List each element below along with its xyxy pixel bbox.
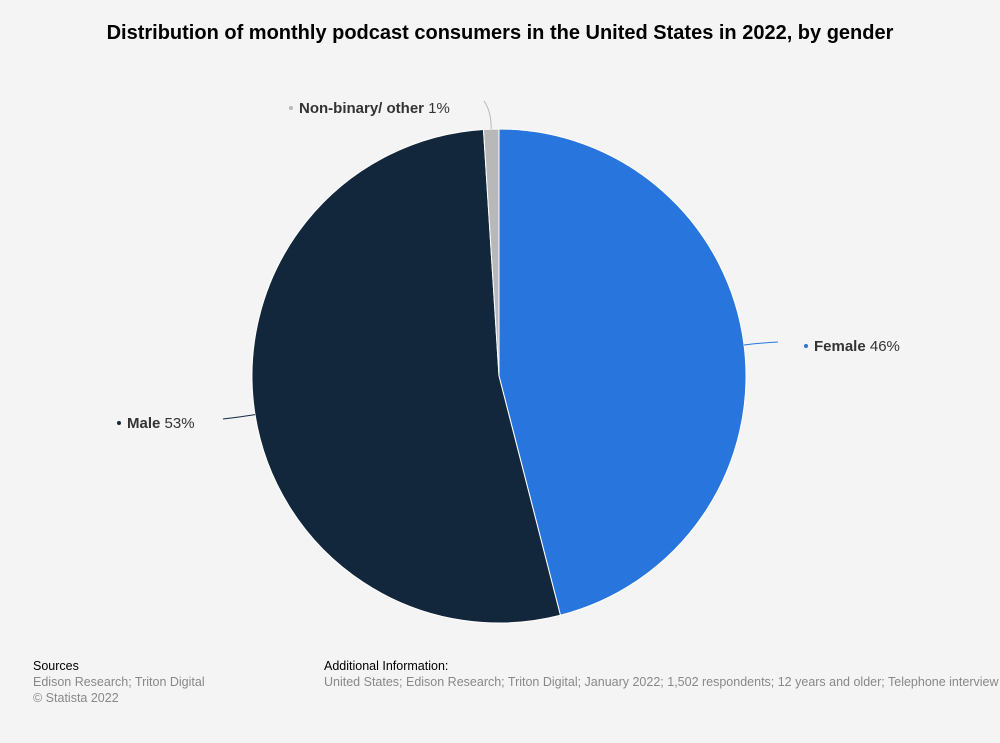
leader-line	[222, 414, 256, 420]
sources-heading: Sources	[33, 659, 79, 673]
label-bullet-icon	[117, 421, 121, 425]
leader-line	[483, 100, 492, 130]
slice-label-name: Non-binary/ other	[299, 100, 424, 117]
label-leader-lines	[222, 100, 779, 420]
slice-label-name: Female	[814, 338, 866, 355]
leader-line	[743, 341, 779, 346]
sources-text[interactable]: Edison Research; Triton Digital	[33, 675, 205, 689]
chart-title: Distribution of monthly podcast consumer…	[106, 22, 894, 44]
label-bullet-icon	[804, 344, 808, 348]
sources-block: Sources Edison Research; Triton Digital …	[33, 658, 205, 706]
additional-info-heading: Additional Information:	[324, 659, 449, 673]
slice-label-name: Male	[127, 415, 160, 432]
pie-slices	[251, 128, 747, 624]
slice-data-label: Non-binary/ other 1%	[299, 100, 450, 117]
label-bullet-icon	[289, 106, 293, 110]
slice-label-value: 1%	[424, 100, 450, 117]
slice-data-label: Female 46%	[814, 338, 900, 355]
slice-data-label: Male 53%	[127, 415, 195, 432]
additional-info-block: Additional Information: United States; E…	[324, 658, 1000, 690]
pie-slice-female[interactable]	[498, 128, 747, 616]
pie-slice-male[interactable]	[251, 128, 562, 624]
copyright-text: © Statista 2022	[33, 691, 119, 705]
slice-labels: Female 46% Male 53% Non-binary/ other 1%	[117, 100, 900, 432]
additional-info-text: United States; Edison Research; Triton D…	[324, 675, 999, 689]
slice-label-value: 53%	[160, 415, 194, 432]
slice-label-value: 46%	[866, 338, 900, 355]
